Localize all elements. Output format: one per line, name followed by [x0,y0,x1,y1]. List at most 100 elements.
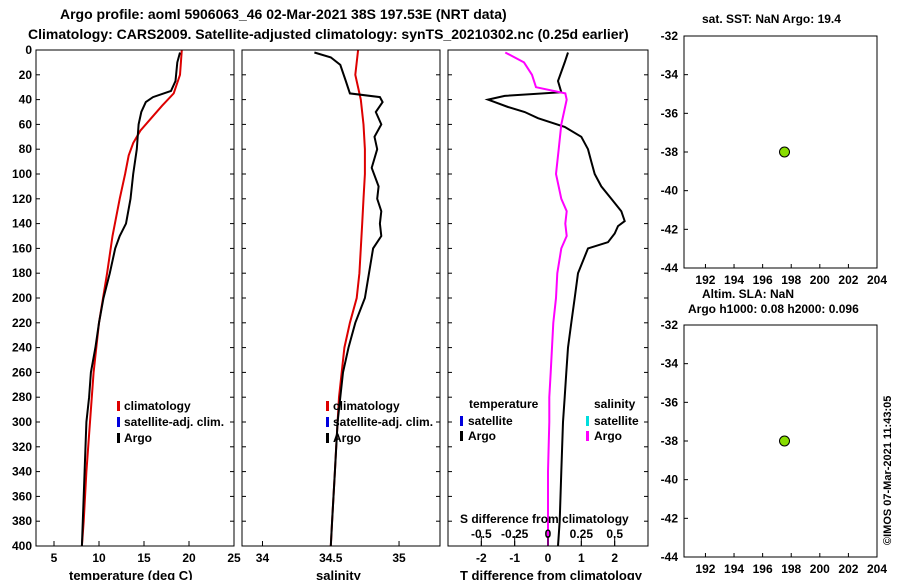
legend-salinity-heading: salinity [594,397,636,411]
sst-map-frame [683,35,878,269]
x-tick-label: 20 [182,551,196,565]
x-tick-label: 198 [781,273,801,287]
x-tick-label: 196 [753,562,773,576]
y-tick-label: 240 [12,341,32,355]
salinity-xlabel: salinity [316,568,362,580]
y-tick-label: -34 [661,357,679,371]
legend-argo-swatch [326,433,329,443]
x-tick-label: 192 [695,562,715,576]
altimetry-map-panel: Altim. SLA: NaN Argo h1000: 0.08 h2000: … [661,287,888,576]
legend-argo-swatch [117,433,120,443]
y-tick-label: 80 [19,142,33,156]
y-tick-label: -42 [661,511,679,525]
x-tick-label: 25 [227,551,241,565]
y-tick-label: 160 [12,241,32,255]
x-tick-label: 204 [867,273,887,287]
y-tick-label: -40 [661,473,679,487]
altimetry-map-frame [683,324,878,558]
legend-argo-sal-swatch [586,431,589,441]
y-tick-label: 360 [12,489,32,503]
y-tick-label: 140 [12,217,32,231]
legend-climatology-swatch [117,401,120,411]
legend-satellite-sal-label: satellite [594,414,639,428]
x-tick-label: 5 [51,551,58,565]
altimetry-title-line-2: Argo h1000: 0.08 h2000: 0.096 [688,302,859,316]
legend-satellite-sal-swatch [586,416,589,426]
y-tick-label: 380 [12,514,32,528]
x-tick-label: 15 [137,551,151,565]
y-tick-label: -36 [661,395,679,409]
altimetry-map: -32 -34 -36 -38 -40 -42 -44 192 194 196 198 200 202 2… [661,318,888,576]
x-tick-label: 196 [753,273,773,287]
salinity-axes-frame [241,49,441,547]
temperature-panel: 5 10 15 20 25 0 20 40 60 80 100 120 140 160 180 200 220 2… [12,43,241,580]
y-tick-label: 200 [12,291,32,305]
y-tick-label: 320 [12,440,32,454]
y-tick-label: -38 [661,434,679,448]
x-tick-label: 192 [695,273,715,287]
x-tick-label: 194 [724,273,744,287]
imos-watermark: ©IMOS 07-Mar-2021 11:43:05 [882,396,894,545]
y-tick-label: 120 [12,192,32,206]
sst-map-title: sat. SST: NaN Argo: 19.4 [702,12,841,26]
title-line-2: Climatology: CARS2009. Satellite-adjuste… [28,26,629,42]
y-tick-label: 40 [19,93,33,107]
y-tick-label: -44 [661,261,679,275]
series-line-climatology [80,49,183,547]
series-line-salinity-argo [504,51,568,546]
y-tick-label: -40 [661,184,679,198]
series-line-argo [80,52,181,547]
x-tick-label: 204 [867,562,887,576]
y-tick-label: -44 [661,550,679,564]
x2-tick-label: -0.25 [501,527,529,541]
legend-climatology-label: climatology [124,399,191,413]
y-tick-label: -42 [661,222,679,236]
y-tick-label: -32 [661,29,679,43]
y-tick-label: 280 [12,390,32,404]
legend-argo-label: Argo [333,431,361,445]
difference-plot: -2 -1 0 1 2 -0.5 -0.25 0 0.25 0.5 [448,49,648,565]
difference-panel: -2 -1 0 1 2 -0.5 -0.25 0 0.25 0.5 S difference fr… [447,49,649,580]
x2-tick-label: 0 [545,527,552,541]
sst-map: -32 -34 -36 -38 -40 -42 -44 192 194 196 198 200 202 2… [661,29,888,287]
y-tick-label: 100 [12,167,32,181]
legend-argo-label: Argo [124,431,152,445]
legend-argo-temp-label: Argo [468,429,496,443]
temperature-plot: 5 10 15 20 25 0 20 40 60 80 100 120 140 160 180 200 220 2… [12,43,241,565]
temperature-xlabel: temperature (deg C) [69,568,193,580]
difference-axes-frame [447,49,649,547]
salinity-plot: 34 34.5 35 [242,49,440,565]
x-tick-label: 194 [724,562,744,576]
y-tick-label: 300 [12,415,32,429]
difference-xlabel: T difference from climatology [460,568,643,580]
x-tick-label: 200 [810,562,830,576]
legend-temperature-heading: temperature [469,397,539,411]
legend-satellite-temp-label: satellite [468,414,513,428]
legend-argo-temp-swatch [460,431,463,441]
y-tick-label: 340 [12,465,32,479]
x-tick-label: 10 [92,551,106,565]
y-tick-label: -38 [661,145,679,159]
y-tick-label: 20 [19,68,33,82]
salinity-legend: climatology satellite-adj. clim. Argo [326,399,433,445]
float-location-marker [779,146,791,158]
x2-tick-label: 0.25 [570,527,594,541]
y-tick-label: -32 [661,318,679,332]
y-tick-label: 60 [19,117,33,131]
x-tick-label: 202 [838,562,858,576]
difference-legend: temperature satellite Argo salinity sate… [460,397,639,443]
sst-map-panel: sat. SST: NaN Argo: 19.4 -32 -34 -36 -38 -40… [661,12,888,287]
x-tick-label: 202 [838,273,858,287]
float-location-marker [779,435,791,447]
salinity-panel: 34 34.5 35 salinity climatology satellite-… [241,49,441,580]
legend-satellite-temp-swatch [460,416,463,426]
x-tick-label: 34.5 [319,551,343,565]
legend-satellite-label: satellite-adj. clim. [333,415,433,429]
legend-satellite-swatch [326,417,329,427]
x-tick-label: -2 [476,551,487,565]
legend-satellite-label: satellite-adj. clim. [124,415,224,429]
legend-climatology-swatch [326,401,329,411]
temperature-legend: climatology satellite-adj. clim. Argo [117,399,224,445]
series-line-temperature-argo [484,52,626,547]
